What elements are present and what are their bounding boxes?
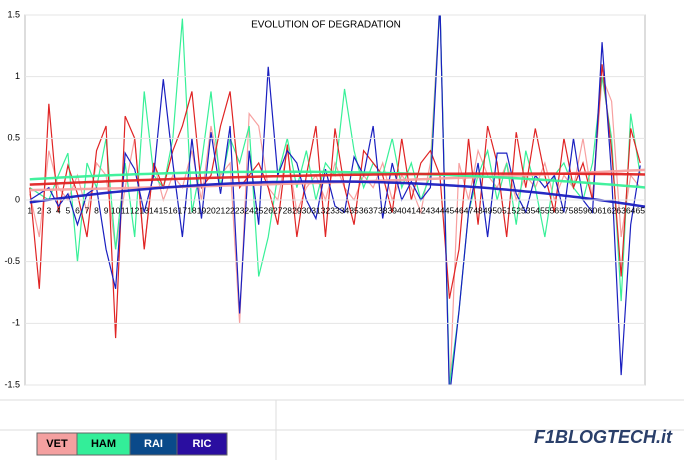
- x-tick-label: 32: [321, 205, 331, 215]
- x-tick-label: 38: [378, 205, 388, 215]
- series-layer: [29, 15, 645, 385]
- x-tick-label: 63: [616, 205, 626, 215]
- x-tick-label: 59: [578, 205, 588, 215]
- x-tick-label: 16: [168, 205, 178, 215]
- x-tick-label: 26: [263, 205, 273, 215]
- chart-title: EVOLUTION OF DEGRADATION: [251, 20, 401, 31]
- x-tick-label: 58: [569, 205, 579, 215]
- x-tick-label: 9: [104, 205, 109, 215]
- x-tick-label: 28: [283, 205, 293, 215]
- trend-line: [29, 172, 645, 186]
- x-tick-label: 40: [397, 205, 407, 215]
- x-tick-label: 21: [216, 205, 226, 215]
- x-tick-label: 48: [473, 205, 483, 215]
- x-tick-label: 46: [454, 205, 464, 215]
- watermark: F1BLOGTECH.it: [534, 427, 673, 447]
- x-tick-label: 13: [139, 205, 149, 215]
- x-tick-label: 1: [27, 205, 32, 215]
- legend-label: RIC: [193, 438, 212, 450]
- x-tick-label: 4: [56, 205, 61, 215]
- x-tick-label: 18: [187, 205, 197, 215]
- x-tick-label: 19: [197, 205, 207, 215]
- trend-line: [29, 170, 645, 189]
- x-tick-label: 14: [149, 205, 159, 215]
- series-line: [29, 64, 641, 339]
- x-tick-label: 44: [435, 205, 445, 215]
- x-tick-label: 31: [311, 205, 321, 215]
- x-tick-label: 25: [254, 205, 264, 215]
- x-tick-label: 5: [66, 205, 71, 215]
- x-tick-label: 8: [94, 205, 99, 215]
- x-tick-label: 64: [626, 205, 636, 215]
- x-tick-label: 36: [359, 205, 369, 215]
- x-tick-label: 30: [302, 205, 312, 215]
- x-tick-label: 45: [445, 205, 455, 215]
- x-tick-label: 20: [206, 205, 216, 215]
- x-tick-label: 57: [559, 205, 569, 215]
- y-tick-label: 1.5: [7, 9, 20, 19]
- x-tick-label: 54: [531, 205, 541, 215]
- x-tick-label: 23: [235, 205, 245, 215]
- x-tick-label: 42: [416, 205, 426, 215]
- x-tick-label: 11: [121, 205, 130, 215]
- x-tick-label: 56: [550, 205, 560, 215]
- x-tick-label: 17: [178, 205, 188, 215]
- x-tick-label: 34: [340, 205, 350, 215]
- x-tick-label: 3: [46, 205, 51, 215]
- x-tick-label: 47: [464, 205, 474, 215]
- x-tick-label: 7: [85, 205, 90, 215]
- x-tick-label: 49: [483, 205, 493, 215]
- x-tick-label: 43: [426, 205, 436, 215]
- x-tick-label: 62: [607, 205, 617, 215]
- legend-label: HAM: [91, 438, 116, 450]
- x-tick-label: 29: [292, 205, 302, 215]
- x-tick-label: 35: [349, 205, 359, 215]
- x-tick-label: 10: [111, 205, 121, 215]
- y-tick-label: 0.5: [7, 133, 20, 143]
- legend-label: RAI: [144, 438, 163, 450]
- x-tick-label: 27: [273, 205, 283, 215]
- x-tick-label: 24: [244, 205, 254, 215]
- x-tick-label: 2: [37, 205, 42, 215]
- x-tick-label: 53: [521, 205, 531, 215]
- x-tick-label: 22: [225, 205, 235, 215]
- y-tick-label: -1: [12, 318, 20, 328]
- x-tick-label: 65: [635, 205, 645, 215]
- x-tick-label: 41: [407, 205, 417, 215]
- x-tick-label: 6: [75, 205, 80, 215]
- trend-line: [29, 180, 645, 208]
- x-tick-label: 50: [492, 205, 502, 215]
- x-tick-label: 15: [159, 205, 169, 215]
- y-tick-label: 1: [15, 71, 20, 81]
- x-tick-label: 61: [597, 205, 607, 215]
- x-tick-label: 60: [588, 205, 598, 215]
- legend-label: VET: [46, 438, 68, 450]
- x-tick-label: 12: [130, 205, 140, 215]
- y-tick-label: -0.5: [4, 256, 20, 266]
- x-tick-label: 33: [330, 205, 340, 215]
- legend-swatch: [176, 432, 228, 456]
- x-tick-label: 39: [387, 205, 397, 215]
- x-tick-label: 52: [511, 205, 521, 215]
- y-tick-label: -1.5: [4, 379, 20, 389]
- x-tick-label: 55: [540, 205, 550, 215]
- x-tick-label: 37: [368, 205, 378, 215]
- x-tick-label: 51: [502, 205, 512, 215]
- y-tick-label: 0: [15, 194, 20, 204]
